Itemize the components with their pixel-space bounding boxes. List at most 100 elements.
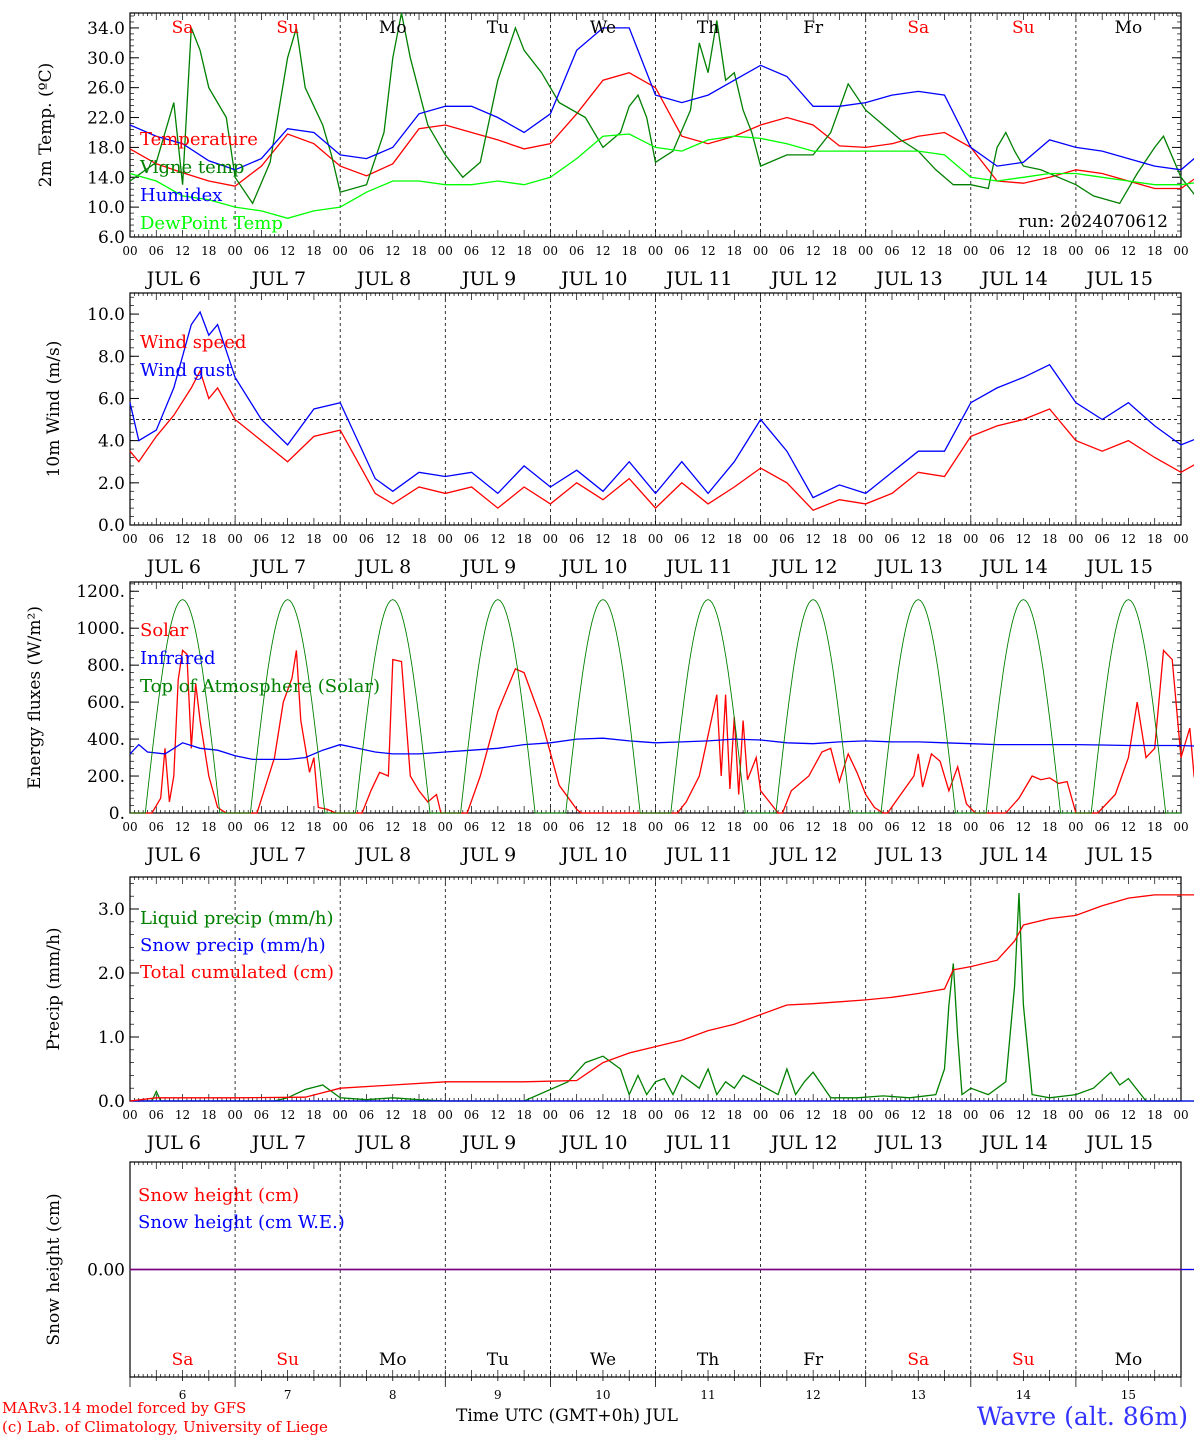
weekday-label: Fr [803, 1350, 824, 1370]
hour-tick-label: 18 [306, 1108, 321, 1122]
y-tick-label: 4.0 [98, 432, 125, 452]
day-number-label: 15 [1121, 1388, 1136, 1402]
hour-tick-label: 00 [438, 820, 453, 834]
hour-tick-label: 00 [1068, 1108, 1083, 1122]
hour-tick-label: 06 [674, 820, 689, 834]
hour-tick-label: 06 [254, 820, 269, 834]
hour-tick-label: 00 [333, 820, 348, 834]
day-number-label: 14 [1016, 1388, 1032, 1402]
series-line-top-of-atmosphere-solar [130, 599, 1181, 814]
y-tick-label: 8.0 [98, 347, 125, 367]
hour-tick-label: 12 [911, 532, 926, 546]
day-label: JUL 15 [1084, 1132, 1152, 1154]
hour-tick-label: 06 [464, 532, 479, 546]
y-tick-label: 0. [109, 804, 125, 824]
y-axis-label: 2m Temp. (ºC) [36, 63, 56, 188]
day-number-label: 10 [595, 1388, 610, 1402]
panel-3: 0. 200. 400. 600. 800. 1000. 1200. Energy fluxe… [25, 581, 1194, 866]
y-tick-label: 10.0 [87, 198, 125, 218]
hour-tick-label: 00 [543, 532, 558, 546]
hour-tick-label: 12 [490, 1108, 505, 1122]
day-label: JUL 9 [460, 844, 516, 866]
hour-tick-label: 18 [622, 820, 637, 834]
hour-tick-label: 12 [911, 244, 926, 258]
panel-2: 0.0 2.0 4.0 6.0 8.0 10.0 10m Wind (m/s) Wind sp… [44, 292, 1194, 578]
legend-entry: Temperature [140, 129, 258, 150]
hour-tick-label: 12 [175, 820, 190, 834]
hour-tick-label: 18 [1147, 532, 1162, 546]
y-tick-label: 800. [87, 656, 125, 676]
weekday-label: Su [1012, 1350, 1035, 1370]
day-label: JUL 8 [355, 268, 411, 290]
series-line-humidex [129, 27, 1194, 171]
hour-tick-label: 00 [543, 1108, 558, 1122]
day-label: JUL 6 [145, 556, 201, 578]
hour-tick-label: 12 [700, 820, 715, 834]
hour-tick-label: 12 [1016, 244, 1031, 258]
hour-tick-label: 00 [753, 820, 768, 834]
weekday-label: Su [276, 18, 299, 38]
day-label: JUL 8 [355, 1132, 411, 1154]
hour-tick-label: 00 [648, 244, 663, 258]
day-label: JUL 10 [559, 844, 627, 866]
panel-5: 0.00 Snow height (cm) Snow height (cm) Snow… [44, 1161, 1194, 1402]
weekday-label: Sa [172, 1350, 194, 1370]
hour-tick-label: 06 [359, 820, 374, 834]
weekday-label: Sa [907, 18, 929, 38]
hour-tick-label: 18 [727, 244, 742, 258]
hour-tick-label: 18 [1147, 1108, 1162, 1122]
day-label: JUL 14 [979, 1132, 1047, 1154]
day-label: JUL 8 [355, 556, 411, 578]
hour-tick-label: 00 [227, 1108, 242, 1122]
day-number-label: 13 [911, 1388, 926, 1402]
hour-tick-label: 00 [333, 532, 348, 546]
hour-tick-label: 18 [516, 820, 531, 834]
hour-tick-label: 00 [122, 1108, 137, 1122]
y-tick-label: 1.0 [98, 1028, 125, 1048]
day-label: JUL 13 [874, 844, 942, 866]
hour-tick-label: 06 [149, 532, 164, 546]
hour-tick-label: 00 [1173, 820, 1188, 834]
weekday-label: Th [697, 1350, 719, 1370]
day-label: JUL 6 [145, 268, 201, 290]
hour-tick-label: 12 [175, 1108, 190, 1122]
hour-tick-label: 06 [569, 820, 584, 834]
day-label: JUL 15 [1084, 268, 1152, 290]
hour-tick-label: 00 [858, 1108, 873, 1122]
series-line-liquid-precip-mm-h [130, 892, 1194, 1102]
hour-tick-label: 00 [333, 1108, 348, 1122]
day-label: JUL 12 [769, 1132, 837, 1154]
y-axis-label: Energy fluxes (W/m²) [25, 606, 45, 789]
hour-tick-label: 18 [937, 820, 952, 834]
legend-entry: Humidex [140, 185, 222, 206]
day-label: JUL 6 [145, 844, 201, 866]
weekday-label: Tu [487, 18, 509, 38]
hour-tick-label: 18 [516, 532, 531, 546]
hour-tick-label: 00 [1068, 532, 1083, 546]
hour-tick-label: 18 [727, 820, 742, 834]
weekday-label: Su [1012, 18, 1035, 38]
hour-tick-label: 00 [858, 820, 873, 834]
series-line-temperature [129, 71, 1194, 190]
y-tick-label: 3.0 [98, 900, 125, 920]
day-label: JUL 11 [664, 844, 732, 866]
hour-tick-label: 06 [674, 244, 689, 258]
hour-tick-label: 00 [1173, 532, 1188, 546]
hour-tick-label: 06 [569, 1108, 584, 1122]
day-label: JUL 11 [664, 556, 732, 578]
legend-entry: Wind speed [140, 332, 246, 353]
y-tick-label: 0.00 [87, 1261, 125, 1281]
hour-tick-label: 06 [989, 820, 1004, 834]
hour-tick-label: 12 [806, 820, 821, 834]
series-line-solar [130, 648, 1194, 814]
day-label: JUL 11 [664, 1132, 732, 1154]
hour-tick-label: 18 [201, 1108, 216, 1122]
hour-tick-label: 12 [595, 1108, 610, 1122]
hour-tick-label: 00 [1068, 820, 1083, 834]
hour-tick-label: 18 [622, 1108, 637, 1122]
day-label: JUL 13 [874, 556, 942, 578]
hour-tick-label: 18 [622, 244, 637, 258]
hour-tick-label: 06 [779, 820, 794, 834]
hour-tick-label: 06 [254, 244, 269, 258]
legend-entry: Wind gust [140, 360, 233, 381]
